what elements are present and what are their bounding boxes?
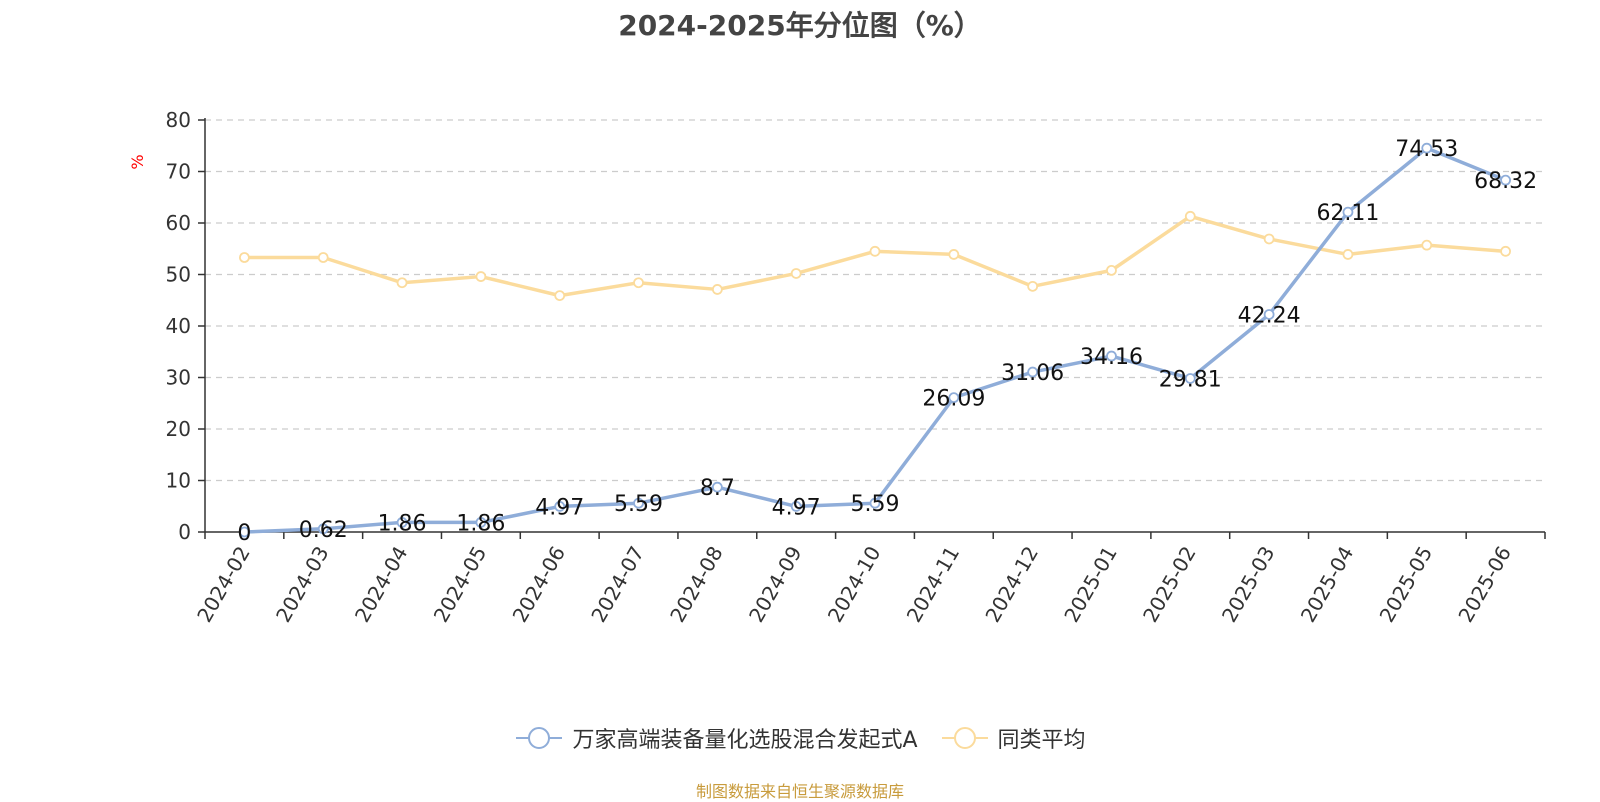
data-point — [948, 249, 960, 260]
data-point — [1342, 206, 1354, 218]
legend-marker-category-average — [941, 727, 988, 749]
legend-label-category-average: 同类平均 — [997, 728, 1086, 753]
data-point — [711, 284, 723, 295]
data-label: 5.59 — [614, 492, 663, 517]
y-tick-label: 10 — [166, 469, 191, 493]
data-point — [869, 245, 881, 257]
data-source-note: 制图数据来自恒生聚源数据库 — [695, 782, 904, 801]
data-point — [1421, 239, 1433, 251]
y-tick-label: 60 — [166, 211, 191, 235]
data-point — [1421, 142, 1433, 154]
x-tick-label: 2024-03 — [271, 542, 334, 626]
data-label: 8.7 — [700, 476, 735, 501]
x-tick-label: 2024-09 — [744, 542, 807, 626]
x-tick-label: 2025-02 — [1138, 542, 1201, 626]
data-point — [948, 392, 960, 404]
data-label: 74.53 — [1395, 137, 1458, 162]
legend-circle-fund — [528, 727, 551, 749]
x-tick-label: 2025-01 — [1059, 542, 1122, 626]
x-tick-label: 2024-08 — [665, 542, 728, 626]
data-point — [633, 277, 644, 289]
legend: 万家高端装备量化选股混合发起式A 同类平均 — [0, 722, 1600, 754]
data-label: 5.59 — [851, 492, 900, 517]
data-point — [317, 523, 329, 535]
axes: 0 10 20 30 40 50 60 70 80 2024-02 2024-03 2024-04 20… — [166, 108, 1546, 626]
y-tick-label: 70 — [166, 160, 191, 184]
legend-circle-category-average — [953, 727, 976, 749]
data-point — [475, 271, 487, 282]
data-point — [554, 501, 566, 512]
data-label: 1.86 — [378, 511, 427, 536]
data-point — [869, 497, 881, 509]
data-point — [554, 290, 566, 302]
data-point — [711, 481, 723, 493]
x-tick-label: 2024-06 — [508, 542, 571, 626]
legend-item-fund[interactable]: 万家高端装备量化选股混合发起式A — [514, 722, 918, 754]
y-tick-label: 20 — [166, 417, 191, 441]
legend-label-fund: 万家高端装备量化选股混合发起式A — [572, 728, 918, 753]
data-point — [1106, 350, 1117, 362]
x-tick-label: 2025-05 — [1375, 542, 1438, 626]
data-point — [317, 252, 329, 263]
y-tick-label: 0 — [178, 520, 191, 544]
data-point — [1027, 366, 1039, 378]
data-label: 62.11 — [1316, 201, 1379, 226]
data-label: 26.09 — [922, 387, 985, 412]
y-tick-label: 80 — [166, 108, 191, 132]
x-tick-label: 2025-03 — [1217, 542, 1280, 626]
legend-item-category-average[interactable]: 同类平均 — [940, 722, 1086, 754]
data-label: 68.32 — [1474, 169, 1537, 194]
x-tick-label: 2024-11 — [902, 542, 965, 626]
data-point — [239, 526, 250, 538]
data-label: 29.81 — [1159, 367, 1222, 392]
data-point — [1184, 210, 1196, 222]
x-tick-label: 2024-10 — [823, 542, 886, 626]
data-point — [790, 268, 802, 279]
data-point — [1500, 174, 1511, 186]
x-tick-label: 2024-07 — [586, 542, 649, 626]
y-tick-label: 50 — [166, 263, 191, 287]
data-label: 1.86 — [456, 511, 505, 536]
data-label: 0.62 — [299, 518, 348, 543]
data-label: 0 — [237, 521, 251, 546]
grid-lines — [205, 119, 1545, 482]
y-axis-label: % — [128, 154, 147, 169]
x-tick-label: 2024-04 — [350, 542, 413, 626]
data-point — [1027, 280, 1039, 292]
data-label: 4.97 — [535, 495, 584, 520]
data-point — [1106, 264, 1117, 276]
data-point — [1263, 233, 1275, 245]
x-tick-label: 2025-06 — [1453, 542, 1516, 626]
data-point — [633, 497, 644, 509]
data-point — [239, 252, 250, 263]
x-tick-label: 2024-02 — [192, 542, 255, 626]
data-point — [396, 277, 408, 289]
data-point — [790, 501, 802, 512]
data-label: 42.24 — [1238, 303, 1301, 328]
x-tick-label: 2024-05 — [429, 542, 492, 626]
data-label: 4.97 — [772, 495, 821, 520]
data-point — [1342, 249, 1354, 260]
chart-title: 2024-2025年分位图（%） — [618, 9, 982, 42]
data-point — [1263, 309, 1275, 320]
series-lines — [239, 142, 1511, 538]
data-point — [475, 517, 487, 528]
data-point — [396, 517, 408, 528]
legend-marker-fund — [516, 727, 563, 749]
x-tick-label: 2024-12 — [980, 542, 1043, 626]
data-label: 34.16 — [1080, 345, 1143, 370]
data-point — [1500, 245, 1511, 257]
y-tick-label: 30 — [166, 366, 191, 390]
data-label: 31.06 — [1001, 361, 1064, 386]
data-point — [1184, 373, 1196, 384]
data-labels: 0 0.62 1.86 1.86 4.97 5.59 8.7 4.97 5.59 26.09 31.… — [237, 137, 1537, 546]
x-tick-label: 2025-04 — [1296, 542, 1359, 626]
y-tick-label: 40 — [166, 314, 191, 338]
